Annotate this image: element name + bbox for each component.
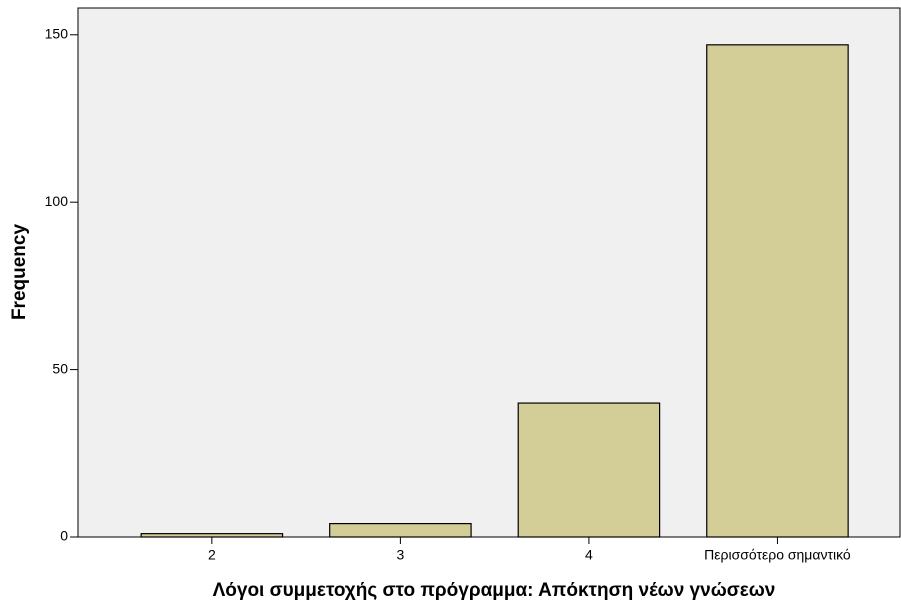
y-tick-label: 50 [52,360,68,376]
x-tick-label: 4 [585,547,593,563]
x-tick-label: 3 [396,547,404,563]
bar [329,523,472,538]
bar [517,402,661,538]
x-axis-title: Λόγοι συμμετοχής στο πρόγραμμα: Απόκτηση… [213,580,776,601]
bar [706,44,849,538]
bar [140,533,284,538]
y-tick-label: 100 [45,193,69,209]
x-tick-label: Περισσότερο σημαντικό [704,547,851,563]
y-tick-label: 150 [45,25,69,41]
x-tick-label: 2 [208,547,216,563]
y-tick-label: 0 [60,528,68,544]
y-axis-title: Frequency [9,224,30,321]
